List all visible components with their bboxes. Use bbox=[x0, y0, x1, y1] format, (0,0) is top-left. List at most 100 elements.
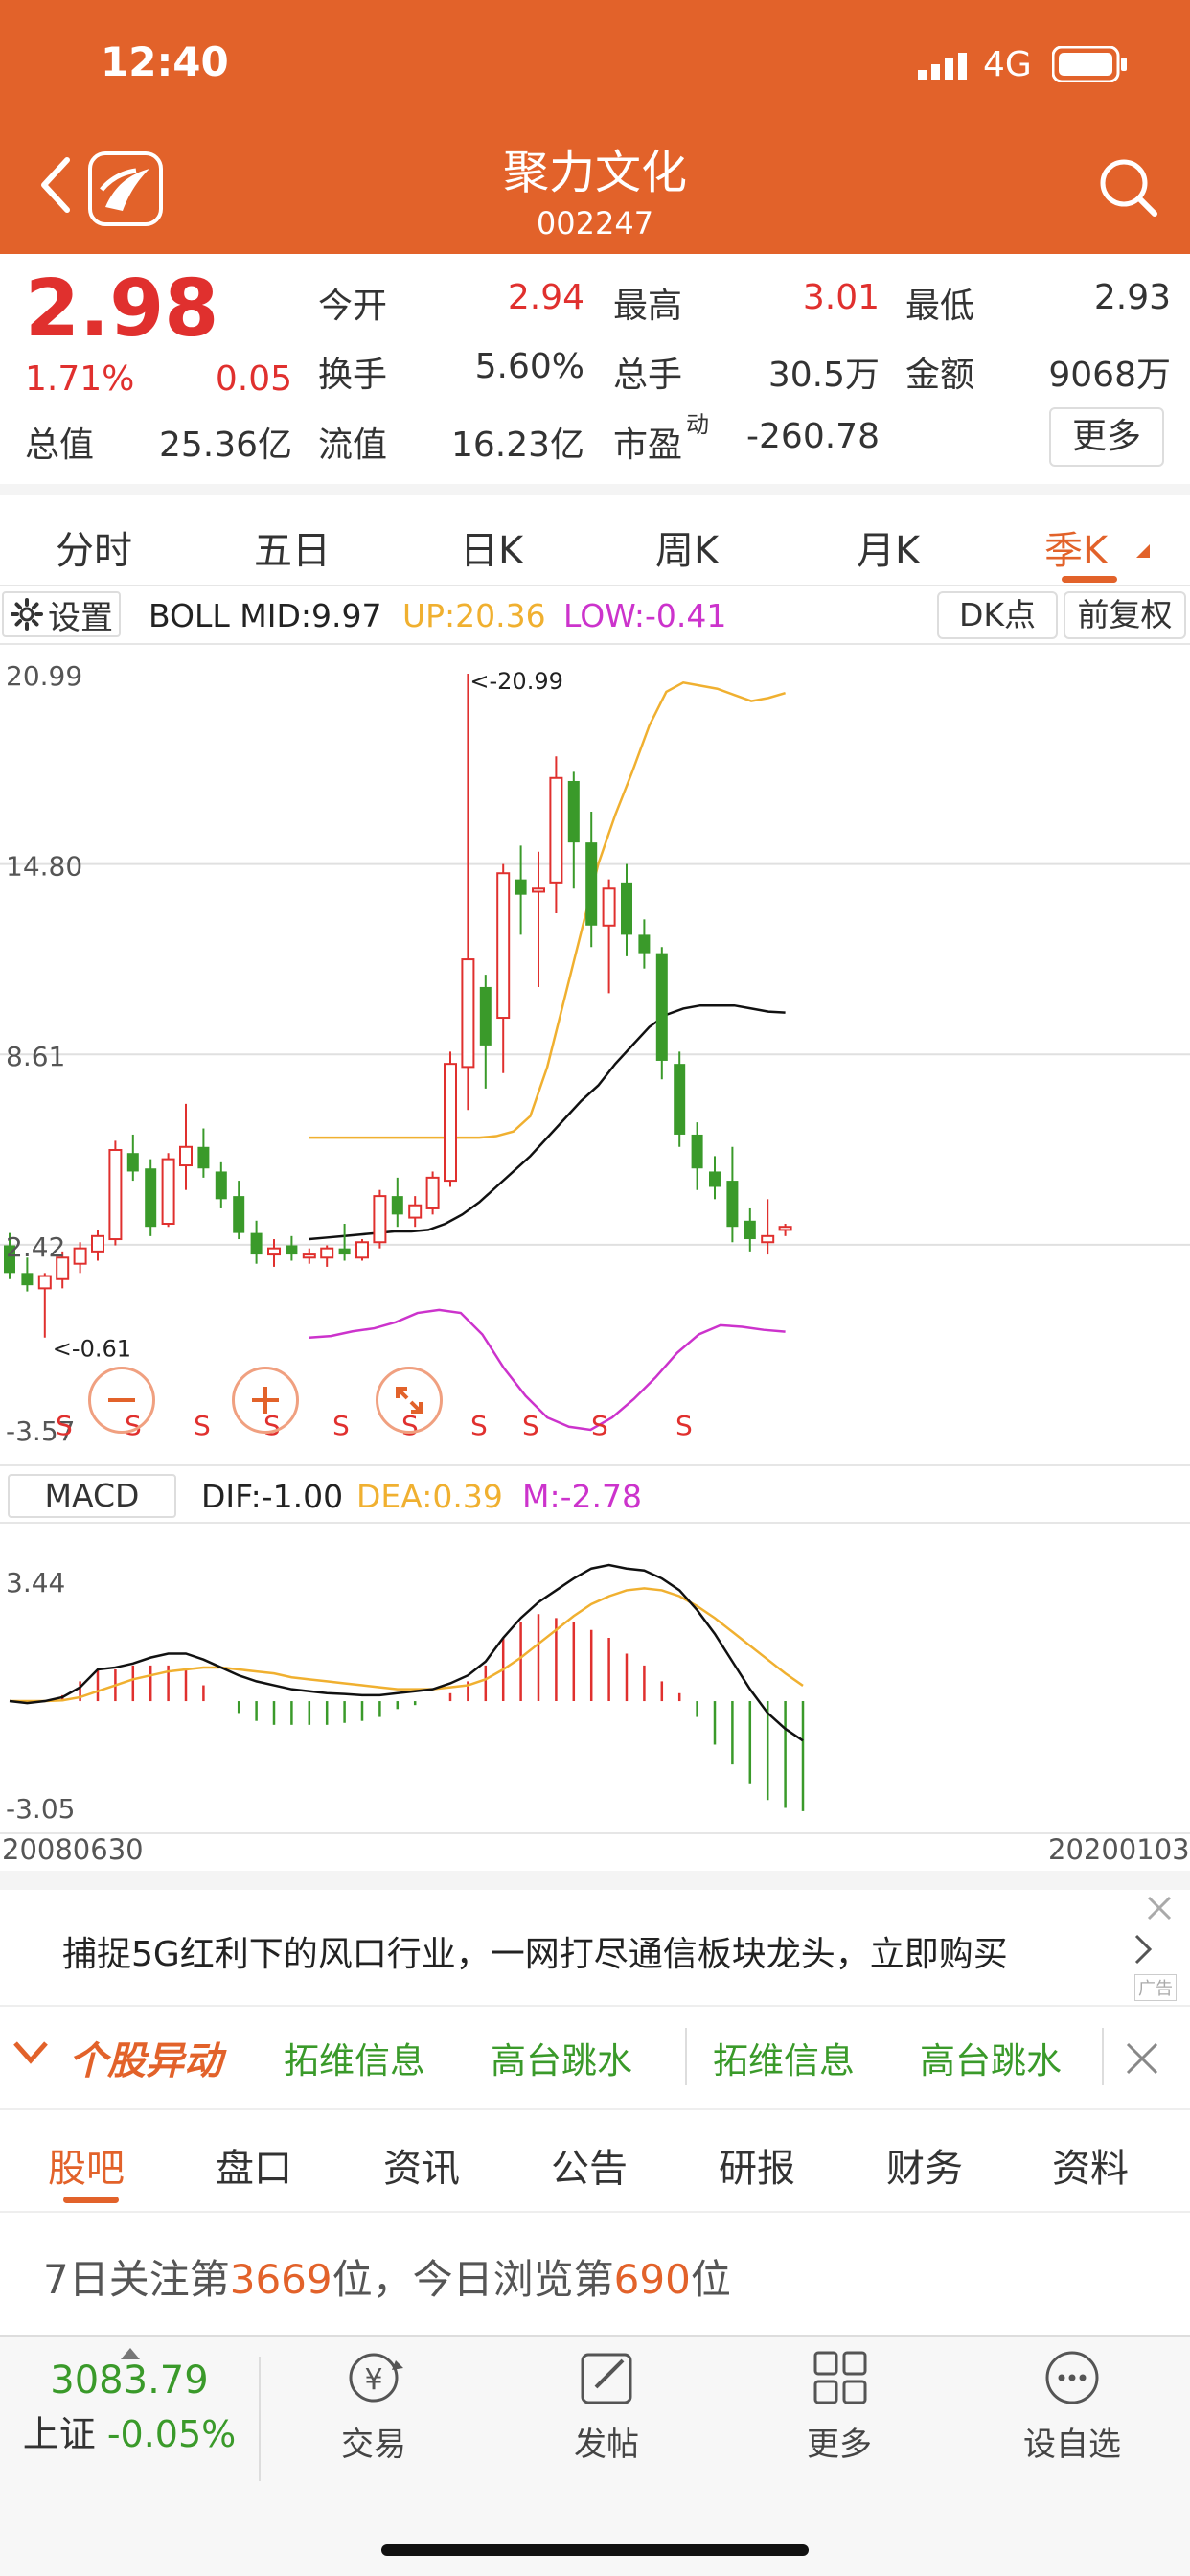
stock-name: 聚力文化 bbox=[502, 146, 687, 199]
macd-selector-button[interactable]: MACD bbox=[8, 1474, 176, 1518]
tab-finance[interactable]: 财务 bbox=[886, 2147, 963, 2191]
tab-monthly[interactable]: 月K bbox=[857, 529, 921, 573]
ticker-divider bbox=[1102, 2028, 1104, 2085]
candle-body bbox=[709, 1171, 721, 1187]
candle-body bbox=[655, 953, 668, 1061]
tab-announcements[interactable]: 公告 bbox=[551, 2147, 628, 2191]
nav-add-watchlist-label: 设自选 bbox=[1023, 2426, 1121, 2464]
candle-body bbox=[691, 1134, 703, 1169]
min-price-marker: <-0.61 bbox=[53, 1336, 131, 1363]
macd-toolbar: MACD DIF:-1.00 DEA:0.39 M:-2.78 bbox=[0, 1464, 1190, 1524]
nav-more[interactable]: 更多 bbox=[758, 2347, 921, 2465]
active-tab-indicator bbox=[1062, 576, 1117, 583]
svg-text:¥: ¥ bbox=[364, 2363, 382, 2397]
boll-low-label: LOW:-0.41 bbox=[563, 597, 727, 634]
section-tabs: 股吧 盘口 资讯 公告 研报 财务 资料 bbox=[0, 2110, 1190, 2211]
candle-body bbox=[674, 1064, 686, 1135]
fullscreen-button[interactable] bbox=[376, 1367, 443, 1434]
ticker-stock-2[interactable]: 拓维信息 bbox=[713, 2040, 855, 2082]
candle-body bbox=[496, 872, 511, 1020]
candle-body bbox=[515, 879, 527, 895]
gear-icon bbox=[11, 598, 43, 631]
close-ad-icon[interactable] bbox=[1145, 1894, 1174, 1926]
nav-trade-label: 交易 bbox=[341, 2426, 406, 2464]
battery-icon bbox=[1051, 45, 1129, 86]
index-change: -0.05% bbox=[106, 2413, 237, 2455]
nav-trade[interactable]: ¥ 交易 bbox=[292, 2347, 455, 2465]
candle-body bbox=[778, 1226, 792, 1231]
macd-axis-label: -3.05 bbox=[6, 1793, 75, 1825]
candle-body bbox=[73, 1247, 87, 1265]
price-axis-label: 20.99 bbox=[6, 660, 82, 692]
ad-banner[interactable]: 捕捉5G红利下的风口行业，一网打尽通信板块龙头，立即购买 广告 bbox=[0, 1871, 1190, 2005]
tab-order-book[interactable]: 盘口 bbox=[216, 2147, 292, 2191]
candle-body bbox=[408, 1204, 423, 1219]
turnover-label: 换手 bbox=[318, 356, 388, 395]
rank-middle: 位，今日浏览第 bbox=[332, 2256, 614, 2303]
dropdown-triangle-icon bbox=[1136, 543, 1150, 562]
movers-title: 个股异动 bbox=[69, 2039, 222, 2083]
dif-label: DIF:-1.00 bbox=[201, 1478, 344, 1515]
zoom-out-button[interactable] bbox=[88, 1367, 155, 1434]
tab-research[interactable]: 研报 bbox=[719, 2147, 795, 2191]
ticker-event-2[interactable]: 高台跳水 bbox=[920, 2040, 1062, 2082]
more-button[interactable]: 更多 bbox=[1049, 407, 1164, 467]
high-label: 最高 bbox=[613, 287, 683, 326]
ticker-stock-1[interactable]: 拓维信息 bbox=[284, 2040, 425, 2082]
nav-divider bbox=[259, 2357, 261, 2481]
minus-icon bbox=[108, 1398, 135, 1402]
candle-body bbox=[126, 1153, 139, 1172]
tab-quarterly[interactable]: 季K bbox=[1044, 529, 1109, 573]
active-section-indicator bbox=[63, 2196, 119, 2203]
index-widget[interactable]: 3083.79 上证 -0.05% bbox=[0, 2358, 259, 2457]
float-cap-label: 流值 bbox=[318, 426, 388, 465]
tab-daily[interactable]: 日K bbox=[460, 529, 524, 573]
search-icon[interactable] bbox=[1097, 156, 1158, 221]
tab-weekly[interactable]: 周K bbox=[655, 529, 720, 573]
sell-signal-marker: S bbox=[675, 1410, 693, 1441]
zoom-in-button[interactable] bbox=[232, 1367, 299, 1434]
boll-toolbar: 设置 BOLL MID:9.97 UP:20.36 LOW:-0.41 DK点 … bbox=[0, 586, 1190, 645]
settings-button[interactable]: 设置 bbox=[2, 591, 121, 637]
nav-add-watchlist[interactable]: 设自选 bbox=[991, 2347, 1154, 2465]
sell-signal-marker: S bbox=[56, 1410, 73, 1441]
tab-intraday[interactable]: 分时 bbox=[56, 529, 132, 573]
candle-body bbox=[320, 1247, 334, 1259]
sell-signal-marker: S bbox=[591, 1410, 608, 1441]
change-amount: 0.05 bbox=[215, 359, 292, 399]
candle-body bbox=[479, 986, 492, 1046]
close-ticker-icon[interactable] bbox=[1125, 2041, 1159, 2080]
candle-body bbox=[585, 842, 598, 926]
macd-axis-label: 3.44 bbox=[6, 1567, 65, 1598]
chevron-down-icon[interactable] bbox=[11, 2037, 50, 2070]
boll-upper-line bbox=[309, 680, 786, 1139]
quote-panel: 2.98 1.71% 0.05 今开 2.94 最高 3.01 最低 2.93 … bbox=[0, 254, 1190, 484]
attention-rank: 7日关注第3669位，今日浏览第690位 bbox=[0, 2211, 1190, 2335]
candle-body bbox=[250, 1232, 263, 1255]
pe-value: -260.78 bbox=[746, 417, 880, 456]
rank-suffix: 位 bbox=[690, 2256, 731, 2303]
dif-line bbox=[9, 1563, 804, 1742]
nav-post[interactable]: 发帖 bbox=[525, 2347, 688, 2465]
candle-body bbox=[338, 1248, 351, 1255]
chart-svg[interactable]: 20.99 14.80 8.61 2.42 -3.57 <-20.99 <-0.61 S S S S… bbox=[0, 645, 1190, 1870]
tab-news[interactable]: 资讯 bbox=[383, 2147, 460, 2191]
ad-text[interactable]: 捕捉5G红利下的风口行业，一网打尽通信板块龙头，立即购买 bbox=[62, 1935, 1008, 1974]
dk-point-button[interactable]: DK点 bbox=[937, 591, 1058, 639]
candle-body bbox=[444, 1063, 457, 1183]
m-label: M:-2.78 bbox=[522, 1478, 642, 1515]
price-axis-label: 2.42 bbox=[6, 1231, 65, 1263]
price-adjust-button[interactable]: 前复权 bbox=[1064, 591, 1186, 639]
rank-text: 7日关注第3669位，今日浏览第690位 bbox=[43, 2247, 731, 2306]
grid-icon bbox=[813, 2351, 867, 2404]
ticker-event-1[interactable]: 高台跳水 bbox=[491, 2040, 632, 2082]
sell-signal-marker: S bbox=[470, 1410, 488, 1441]
back-icon[interactable] bbox=[36, 156, 75, 218]
rank-prefix: 7日关注第 bbox=[43, 2256, 230, 2303]
nav-more-label: 更多 bbox=[807, 2426, 872, 2464]
tab-forum[interactable]: 股吧 bbox=[48, 2147, 125, 2191]
tab-profile[interactable]: 资料 bbox=[1052, 2147, 1129, 2191]
tab-five-day[interactable]: 五日 bbox=[254, 529, 331, 573]
price-axis-label: 8.61 bbox=[6, 1041, 65, 1072]
price-axis-label: -3.57 bbox=[6, 1415, 75, 1447]
